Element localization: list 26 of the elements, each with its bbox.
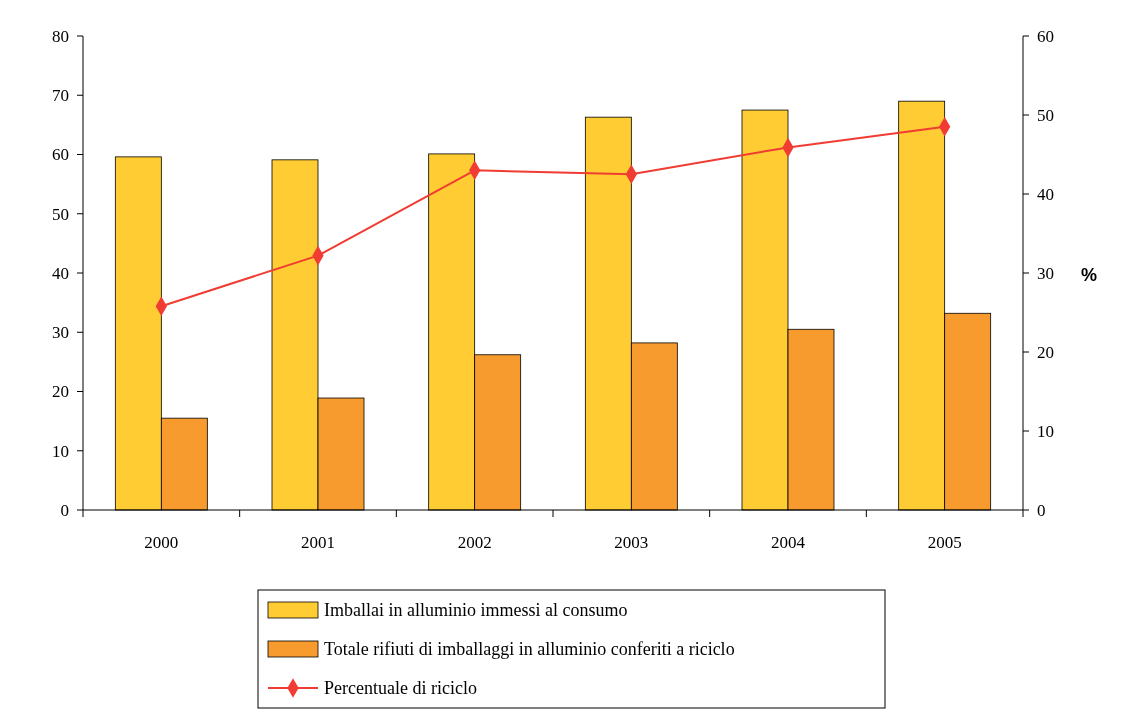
x-tick-label: 2004 bbox=[771, 533, 806, 552]
y2-tick-label: 0 bbox=[1037, 500, 1046, 520]
y2-tick-label: 10 bbox=[1037, 421, 1054, 441]
y2-tick-label: 30 bbox=[1037, 263, 1054, 283]
y-tick-label: 60 bbox=[52, 145, 69, 165]
y-tick-label: 30 bbox=[52, 323, 69, 343]
x-tick-label: 2005 bbox=[927, 533, 962, 552]
y2-tick-label: 60 bbox=[1037, 26, 1054, 46]
x-tick-label: 2000 bbox=[144, 533, 179, 552]
y2-tick-label: 50 bbox=[1037, 105, 1054, 125]
legend-label: Percentuale di riciclo bbox=[324, 678, 477, 699]
legend-label: Totale rifiuti di imballaggi in alluminio conferiti a riciclo bbox=[324, 639, 735, 660]
y-tick-label: 80 bbox=[52, 26, 69, 46]
y-tick-label: 0 bbox=[60, 500, 69, 520]
y-tick-label: 20 bbox=[52, 382, 69, 402]
y2-axis-title: % bbox=[1081, 265, 1098, 286]
y-tick-label: 10 bbox=[52, 441, 69, 461]
y2-tick-label: 40 bbox=[1037, 184, 1054, 204]
y-tick-label: 50 bbox=[52, 204, 69, 224]
y-tick-label: 40 bbox=[52, 263, 69, 283]
x-tick-label: 2003 bbox=[614, 533, 649, 552]
legend-label: Imballai in alluminio immessi al consumo bbox=[324, 600, 628, 621]
y-tick-label: 70 bbox=[52, 86, 69, 106]
y2-tick-label: 20 bbox=[1037, 342, 1054, 362]
x-tick-label: 2001 bbox=[301, 533, 335, 552]
x-tick-label: 2002 bbox=[457, 533, 492, 552]
